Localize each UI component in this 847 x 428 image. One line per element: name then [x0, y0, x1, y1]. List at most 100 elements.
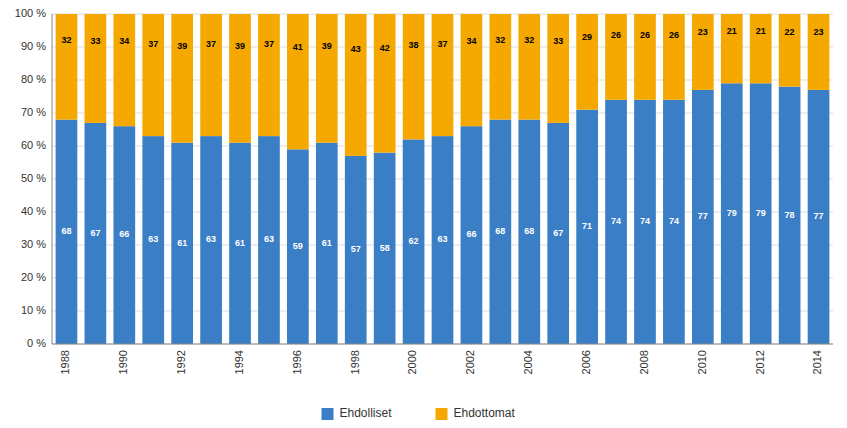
- data-label: 23: [698, 27, 708, 37]
- data-label: 34: [466, 36, 476, 46]
- y-tick-label: 40 %: [21, 205, 46, 217]
- bar-segment: [316, 14, 338, 143]
- bar-segment: [316, 143, 338, 344]
- legend-label: Ehdottomat: [454, 406, 516, 420]
- bar-segment: [432, 14, 454, 136]
- data-label: 63: [264, 234, 274, 244]
- bar-segment: [721, 14, 743, 83]
- bar-segment: [750, 14, 772, 83]
- legend: Ehdolliset Ehdottomat: [322, 406, 516, 420]
- data-label: 22: [785, 27, 795, 37]
- bar-segment: [461, 14, 483, 126]
- bar-segment: [808, 14, 830, 90]
- data-label: 32: [495, 35, 505, 45]
- x-tick-label: 1990: [117, 350, 129, 374]
- bar-segment: [258, 14, 280, 136]
- data-label: 39: [322, 41, 332, 51]
- bar-segment: [142, 136, 164, 344]
- bar-segment: [663, 100, 685, 344]
- data-label: 74: [640, 216, 650, 226]
- bar-segment: [721, 83, 743, 344]
- data-label: 37: [148, 39, 158, 49]
- bar-segment: [287, 149, 309, 344]
- bar-segment: [779, 87, 801, 344]
- bar-segment: [171, 14, 193, 143]
- y-tick-label: 80 %: [21, 73, 46, 85]
- bar-segment: [547, 123, 569, 344]
- data-label: 33: [90, 36, 100, 46]
- data-label: 58: [380, 243, 390, 253]
- bar-segment: [634, 100, 656, 344]
- bar-segment: [518, 120, 540, 344]
- bar-segment: [490, 120, 512, 344]
- data-label: 77: [814, 211, 824, 221]
- data-label: 68: [61, 226, 71, 236]
- x-tick-label: 2004: [522, 350, 534, 374]
- x-tick-label: 2008: [638, 350, 650, 374]
- data-labels: 6867666361636163596157586263666868677174…: [61, 26, 823, 255]
- bar-segment: [576, 110, 598, 344]
- bar-segment: [490, 14, 512, 120]
- grid-line: [52, 344, 833, 345]
- x-tick-label: 1988: [59, 350, 71, 374]
- data-label: 21: [727, 26, 737, 36]
- data-label: 74: [669, 216, 679, 226]
- data-label: 77: [698, 211, 708, 221]
- y-tick-label: 60 %: [21, 139, 46, 151]
- bar-segment: [692, 14, 714, 90]
- bar-segment: [287, 14, 309, 149]
- data-label: 26: [669, 30, 679, 40]
- data-label: 39: [177, 41, 187, 51]
- x-tick-label: 1996: [291, 350, 303, 374]
- bar-segment: [56, 120, 78, 344]
- data-label: 43: [351, 44, 361, 54]
- bar-segment: [113, 14, 135, 126]
- bar-segment: [750, 83, 772, 344]
- data-label: 74: [611, 216, 621, 226]
- bar-segment: [403, 14, 425, 139]
- bars: [56, 14, 830, 344]
- bar-segment: [345, 156, 367, 344]
- bar-segment: [200, 14, 222, 136]
- bar-segment: [808, 90, 830, 344]
- bar-segment: [692, 90, 714, 344]
- bar-segment: [171, 143, 193, 344]
- bar-segment: [345, 14, 367, 156]
- bar-segment: [605, 100, 627, 344]
- data-label: 29: [582, 32, 592, 42]
- legend-label: Ehdolliset: [340, 406, 393, 420]
- data-label: 67: [90, 228, 100, 238]
- bar-segment: [113, 126, 135, 344]
- data-label: 63: [206, 234, 216, 244]
- data-label: 39: [235, 41, 245, 51]
- x-tick-label: 2002: [464, 350, 476, 374]
- y-tick-label: 100 %: [15, 7, 46, 19]
- x-axis-line: [52, 344, 833, 345]
- bar-segment: [403, 139, 425, 344]
- y-tick-label: 10 %: [21, 304, 46, 316]
- bar-segment: [229, 14, 251, 143]
- data-label: 26: [640, 30, 650, 40]
- x-tick-label: 2006: [580, 350, 592, 374]
- data-label: 59: [293, 241, 303, 251]
- chart: 0 %10 %20 %30 %40 %50 %60 %70 %80 %90 %1…: [0, 0, 847, 428]
- data-label: 63: [437, 234, 447, 244]
- data-label: 33: [553, 36, 563, 46]
- bar-segment: [142, 14, 164, 136]
- y-tick-label: 0 %: [27, 337, 46, 349]
- x-tick-label: 1992: [175, 350, 187, 374]
- data-label: 66: [119, 229, 129, 239]
- data-label: 68: [524, 226, 534, 236]
- bar-segment: [547, 14, 569, 123]
- x-tick-label: 2000: [406, 350, 418, 374]
- legend-swatch: [436, 408, 448, 420]
- y-tick-label: 30 %: [21, 238, 46, 250]
- bar-segment: [258, 136, 280, 344]
- bar-segment: [229, 143, 251, 344]
- data-label: 23: [814, 27, 824, 37]
- bar-segment: [374, 14, 396, 153]
- data-label: 62: [409, 236, 419, 246]
- x-tick-label: 2010: [696, 350, 708, 374]
- bar-segment: [432, 136, 454, 344]
- data-label: 57: [351, 244, 361, 254]
